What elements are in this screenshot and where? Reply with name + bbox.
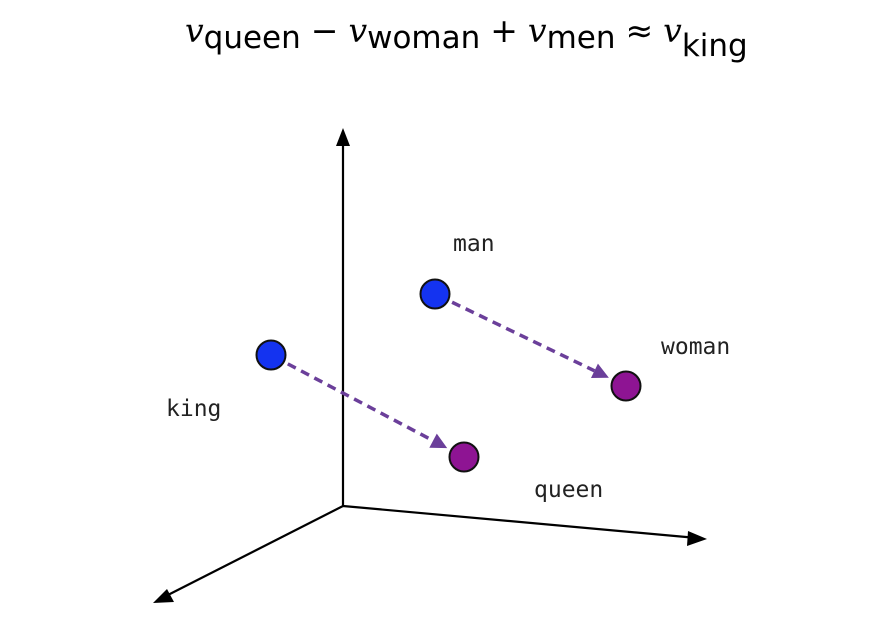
x-axis-arrow-icon	[687, 531, 707, 546]
x-axis	[342, 504, 698, 540]
minus-operator: −	[310, 11, 339, 50]
queen-label: queen	[534, 477, 603, 503]
man-label: man	[453, 231, 495, 257]
equation-term-woman: woman	[367, 20, 481, 56]
vector-symbol: v	[663, 11, 682, 50]
king-label: king	[166, 396, 221, 422]
queen-point	[448, 441, 480, 473]
woman-point	[610, 370, 642, 402]
king-to-queen-arrow	[286, 362, 434, 443]
king-point	[255, 339, 287, 371]
y-axis-arrow-icon	[336, 128, 350, 146]
equation-term-men: men	[546, 20, 616, 56]
vector-symbol: v	[185, 11, 204, 50]
plus-operator: +	[490, 11, 518, 50]
vector-symbol: v	[348, 11, 368, 50]
vector-symbol: v	[527, 11, 547, 50]
z-axis-arrow-icon	[153, 589, 174, 603]
king-to-queen-arrow-head-icon	[429, 433, 448, 449]
approx-operator: ≈	[625, 11, 654, 50]
equation: vqueen − vwoman + vmen ≈ vking	[185, 14, 748, 74]
man-point	[419, 278, 451, 310]
z-axis	[161, 505, 344, 599]
man-to-woman-arrow-head-icon	[590, 363, 609, 379]
man-to-woman-arrow	[451, 300, 596, 373]
woman-label: woman	[661, 334, 730, 360]
equation-term-king: king	[681, 28, 748, 64]
equation-term-queen: queen	[203, 20, 301, 56]
